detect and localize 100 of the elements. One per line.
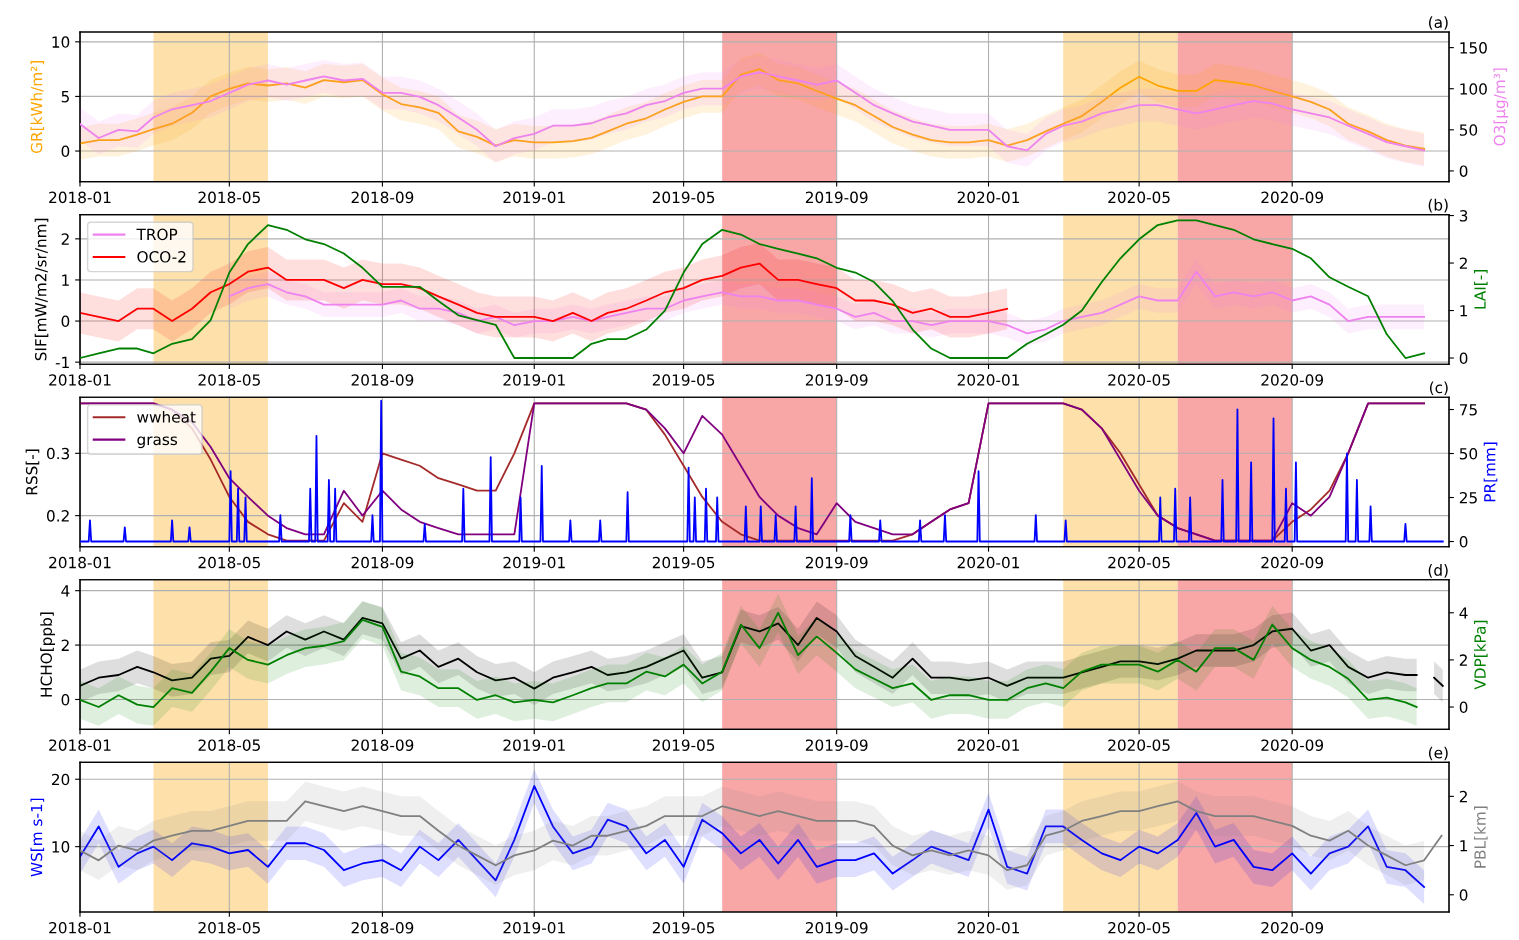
y2-tick-label: 50 <box>1459 447 1478 460</box>
x-tick-label: 2019-01 <box>503 191 565 204</box>
chart-title: (d) <box>1428 564 1448 578</box>
chart-title: (c) <box>1429 381 1448 396</box>
x-tick-label: 2018-09 <box>351 374 414 386</box>
x-tick-label: 2020-01 <box>957 191 1020 204</box>
x-tick-label: 2020-05 <box>1108 921 1170 934</box>
x-tick-label: 2018-01 <box>49 556 111 569</box>
line-series <box>80 262 1009 322</box>
y2-tick-label: 1 <box>1460 305 1468 317</box>
y-tick-label: 10 <box>52 841 70 853</box>
x-tick-label: 2019-05 <box>652 374 715 386</box>
legend-label: wwheat <box>137 410 196 423</box>
x-tick-label: 2020-09 <box>1261 739 1324 751</box>
y2-tick-label: 0 <box>1459 352 1468 365</box>
y2-tick-label: 0 <box>1459 889 1468 901</box>
y-axis-title: GR[kWh/m²] <box>30 61 45 154</box>
x-tick-label: 2018-09 <box>351 556 414 569</box>
x-tick-label: 2018-05 <box>198 739 260 751</box>
x-tick-label: 2020-05 <box>1108 191 1170 204</box>
x-tick-label: 2020-09 <box>1261 191 1324 204</box>
y-tick-label: 10 <box>52 36 70 48</box>
legend-label: grass <box>137 436 178 449</box>
y2-tick-label: 150 <box>1460 42 1487 54</box>
x-tick-label: 2019-01 <box>503 556 565 569</box>
y-tick-label: 2 <box>61 233 69 245</box>
legend-label: OCO-2 <box>137 251 186 263</box>
y-tick-label: 0 <box>61 693 70 706</box>
y-tick-label: 0 <box>61 315 70 328</box>
y2-axis-title: O3[µg/m³] <box>1493 68 1509 146</box>
x-tick-label: 2020-09 <box>1261 556 1324 569</box>
y-tick-label: 0.3 <box>46 447 70 460</box>
y2-tick-label: 0 <box>1459 165 1468 177</box>
chart-title: (b) <box>1428 198 1448 213</box>
x-tick-label: 2018-01 <box>49 921 111 934</box>
x-tick-label: 2019-09 <box>805 739 868 751</box>
x-tick-label: 2020-05 <box>1108 739 1170 751</box>
y2-tick-label: 0 <box>1459 701 1468 714</box>
x-tick-label: 2019-09 <box>805 921 868 934</box>
x-tick-label: 2020-09 <box>1261 921 1324 934</box>
chart-title: (e) <box>1428 746 1448 761</box>
y2-tick-label: 1 <box>1460 840 1468 852</box>
x-tick-label: 2019-05 <box>652 739 715 751</box>
y2-axis-title: PBL[km] <box>1474 806 1488 868</box>
x-tick-label: 2019-09 <box>805 556 868 569</box>
line-series <box>228 270 1426 335</box>
legend-label: TROP <box>136 228 178 241</box>
x-tick-label: 2019-01 <box>503 739 565 751</box>
y2-axis-title: PR[mm] <box>1483 442 1498 502</box>
y2-axis-title: LAI[-] <box>1474 270 1488 309</box>
y2-tick-label: 0 <box>1459 535 1468 548</box>
x-tick-label: 2018-01 <box>49 739 111 751</box>
y2-tick-label: 2 <box>1459 654 1467 666</box>
x-tick-label: 2019-05 <box>652 191 715 204</box>
x-tick-label: 2018-09 <box>351 191 414 204</box>
y-tick-label: 5 <box>61 91 69 103</box>
y-tick-label: 1 <box>62 274 69 286</box>
x-tick-label: 2019-09 <box>805 191 868 204</box>
y2-tick-label: 50 <box>1459 124 1478 136</box>
y-tick-label: 20 <box>51 773 70 786</box>
x-tick-label: 2018-05 <box>198 191 260 204</box>
x-tick-label: 2020-05 <box>1108 374 1170 386</box>
y2-tick-label: 100 <box>1460 83 1487 95</box>
y-tick-label: 0.2 <box>46 510 69 522</box>
y2-tick-label: 4 <box>1459 607 1468 619</box>
y-axis-title: RSS[-] <box>25 449 40 495</box>
x-tick-label: 2018-09 <box>351 739 414 751</box>
x-tick-label: 2020-01 <box>957 739 1020 751</box>
y-tick-label: 2 <box>61 639 69 651</box>
x-tick-label: 2018-01 <box>49 374 111 386</box>
x-tick-label: 2020-01 <box>957 556 1020 569</box>
x-tick-label: 2018-09 <box>351 921 414 934</box>
y2-axis-title: VDP[kPa] <box>1474 620 1488 690</box>
x-tick-label: 2019-01 <box>503 374 565 386</box>
x-tick-label: 2020-09 <box>1261 374 1324 386</box>
chart-title: (a) <box>1429 16 1448 30</box>
x-tick-label: 2018-01 <box>49 191 111 204</box>
y2-tick-label: 2 <box>1459 790 1467 803</box>
x-tick-label: 2018-05 <box>198 921 260 934</box>
y-tick-label: -1 <box>55 356 69 368</box>
x-tick-label: 2019-01 <box>503 921 565 934</box>
x-tick-label: 2020-01 <box>957 921 1020 934</box>
y-axis-title: SIF[mW/m2/sr/nm] <box>34 218 49 361</box>
line-series <box>80 800 1443 872</box>
y2-tick-label: 75 <box>1459 404 1477 416</box>
y2-tick-label: 25 <box>1459 491 1477 504</box>
y-tick-label: 0 <box>61 145 70 158</box>
x-tick-label: 2019-09 <box>805 374 868 386</box>
y-tick-label: 4 <box>61 585 70 597</box>
x-tick-label: 2018-05 <box>198 556 260 569</box>
y-axis-title: HCHO[ppb] <box>40 612 55 697</box>
x-tick-label: 2019-05 <box>652 556 715 569</box>
x-tick-label: 2019-05 <box>652 921 715 934</box>
y-axis-title: WS[m s-1] <box>30 798 45 877</box>
x-tick-label: 2020-05 <box>1108 556 1170 569</box>
y2-tick-label: 2 <box>1459 257 1467 269</box>
y2-tick-label: 3 <box>1459 210 1468 222</box>
x-tick-label: 2018-05 <box>198 374 260 386</box>
x-tick-label: 2020-01 <box>957 374 1020 386</box>
line-series <box>80 219 1426 359</box>
